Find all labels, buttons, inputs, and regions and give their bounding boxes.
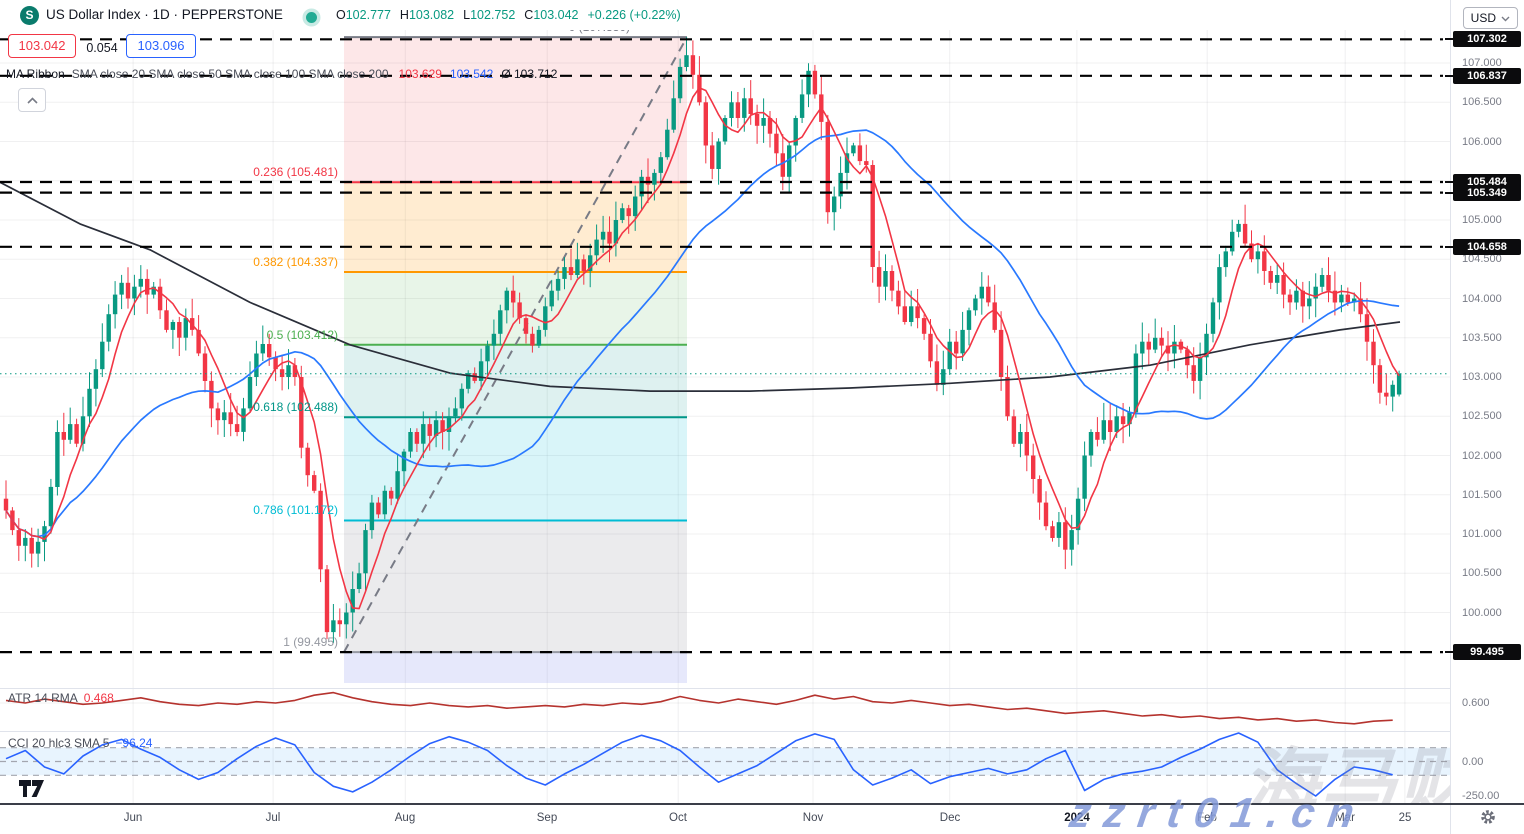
badge-tick <box>1445 181 1453 183</box>
candlestick-series <box>3 37 1402 644</box>
chart-header: S US Dollar Index · 1D · PEPPERSTONE O10… <box>0 0 1450 30</box>
settings-gear-icon[interactable] <box>1479 808 1497 831</box>
price-badge[interactable]: 105.349 <box>1445 185 1521 201</box>
currency-label: USD <box>1470 11 1496 25</box>
price-tick: 104.000 <box>1462 293 1502 305</box>
ma-ribbon-name: MA Ribbon <box>6 67 65 81</box>
sell-button[interactable]: 103.042 <box>8 34 76 58</box>
badge-tick <box>1445 38 1453 40</box>
atr-legend[interactable]: ATR 14 RMA 0.468 <box>8 691 114 705</box>
time-tick: Mar <box>1335 812 1355 824</box>
price-badge[interactable]: 99.495 <box>1445 644 1521 660</box>
tradingview-logo[interactable] <box>18 779 50 803</box>
price-tick: 106.000 <box>1462 136 1502 148</box>
currency-dropdown[interactable]: USD <box>1462 7 1518 29</box>
ma-ribbon-params: SMA close 20 SMA close 50 SMA close 100 … <box>71 67 389 81</box>
price-badge[interactable]: 107.302 <box>1445 31 1521 47</box>
open-label: O <box>336 8 346 22</box>
time-tick: Oct <box>669 812 687 824</box>
pane-separator-atr[interactable] <box>0 688 1524 689</box>
cci-label: CCI 20 hlc3 SMA 5 <box>8 736 110 750</box>
time-tick: 25 <box>1398 812 1412 824</box>
atr-label: ATR 14 RMA <box>8 691 78 705</box>
time-tick: Dec <box>939 812 961 824</box>
price-badge[interactable]: 106.837 <box>1445 68 1521 84</box>
close-label: C <box>524 8 534 22</box>
price-axis[interactable]: USD 107.000 106.500 106.000 105.000 104.500 1… <box>1445 0 1524 834</box>
alert-level-lines[interactable] <box>0 38 1443 654</box>
time-tick: Jul <box>265 812 281 824</box>
price-tick: 103.000 <box>1462 371 1502 383</box>
cci-legend[interactable]: CCI 20 hlc3 SMA 5 −96.24 <box>8 736 152 750</box>
spread-value: 0.054 <box>86 41 118 55</box>
chevron-down-icon <box>1501 8 1510 28</box>
ma-fast-value: 103.629 <box>398 67 442 81</box>
price-tick: 103.500 <box>1462 332 1502 344</box>
axis-separator <box>0 803 1524 805</box>
fib-level-label: 0.618 (102.488) <box>253 400 338 414</box>
price-tick: 105.000 <box>1462 214 1502 226</box>
high-label: H <box>399 8 409 22</box>
time-tick: Sep <box>536 812 558 824</box>
fib-level-label: 0.5 (103.412) <box>266 328 338 342</box>
ma-ribbon-lines <box>0 87 1401 610</box>
fib-level-label: 1 (99.495) <box>283 635 338 649</box>
time-tick: Feb <box>1197 812 1217 824</box>
chevron-up-icon <box>26 91 38 109</box>
symbol-title[interactable]: US Dollar Index · 1D · PEPPERSTONE <box>46 7 283 22</box>
atr-value: 0.468 <box>83 691 114 705</box>
close-value: 103.042 <box>533 8 579 22</box>
change-value: +0.226 (+0.22%) <box>587 8 681 22</box>
price-tick: 104.500 <box>1462 253 1502 265</box>
fib-retracement <box>343 36 688 683</box>
price-tick: 101.500 <box>1462 489 1502 501</box>
collapse-legend-button[interactable] <box>18 88 46 112</box>
ohlc-legend: O102.777 H103.082 L102.752 C103.042 +0.226 (… <box>336 8 681 22</box>
price-badge[interactable]: 104.658 <box>1445 239 1521 255</box>
atr-line <box>5 691 1393 725</box>
badge-tick <box>1445 192 1453 194</box>
buy-button[interactable]: 103.096 <box>126 34 196 58</box>
badge-tick <box>1445 651 1453 653</box>
badge-tick <box>1445 246 1453 248</box>
ma-mid-value: 103.542 <box>449 67 494 81</box>
low-label: L <box>463 8 471 22</box>
ma-avg-value: Ø 103.712 <box>501 67 558 81</box>
fib-level-label: 0.382 (104.337) <box>253 255 338 269</box>
time-tick: Aug <box>394 812 416 824</box>
price-tick: 100.000 <box>1462 607 1502 619</box>
price-tick: 106.500 <box>1462 96 1502 108</box>
cci-value: −96.24 <box>115 736 153 750</box>
ma-ribbon-legend[interactable]: MA Ribbon SMA close 20 SMA close 50 SMA c… <box>6 67 557 81</box>
high-value: 103.082 <box>408 8 455 22</box>
time-tick: Nov <box>802 812 824 824</box>
price-tick: 102.000 <box>1462 450 1502 462</box>
time-tick: 2024 <box>1064 812 1090 824</box>
atr-tick: 0.600 <box>1462 697 1490 709</box>
price-tick: 107.000 <box>1462 57 1502 69</box>
chart-canvas[interactable] <box>0 0 1450 834</box>
open-value: 102.777 <box>345 8 391 22</box>
time-tick: Jun <box>123 812 143 824</box>
price-tick: 101.000 <box>1462 528 1502 540</box>
cci-line <box>5 732 1393 797</box>
pane-separator-cci[interactable] <box>0 731 1524 732</box>
cci-tick: -250.00 <box>1462 790 1500 802</box>
fib-level-label: 0.236 (105.481) <box>253 165 338 179</box>
price-tick: 102.500 <box>1462 410 1502 422</box>
price-tick: 100.500 <box>1462 567 1502 579</box>
time-axis[interactable]: Jun Jul Aug Sep Oct Nov Dec 2024 Feb Mar 25 <box>0 805 1450 834</box>
cci-band <box>0 747 1450 776</box>
cci-tick: 0.00 <box>1462 756 1484 768</box>
low-value: 102.752 <box>470 8 516 22</box>
symbol-logo[interactable]: S <box>20 6 39 25</box>
badge-tick <box>1445 75 1453 77</box>
watermark-site: zzrt01.cn <box>1066 789 1371 834</box>
market-status-icon[interactable] <box>306 12 317 23</box>
fib-level-label: 0.786 (101.172) <box>253 503 338 517</box>
